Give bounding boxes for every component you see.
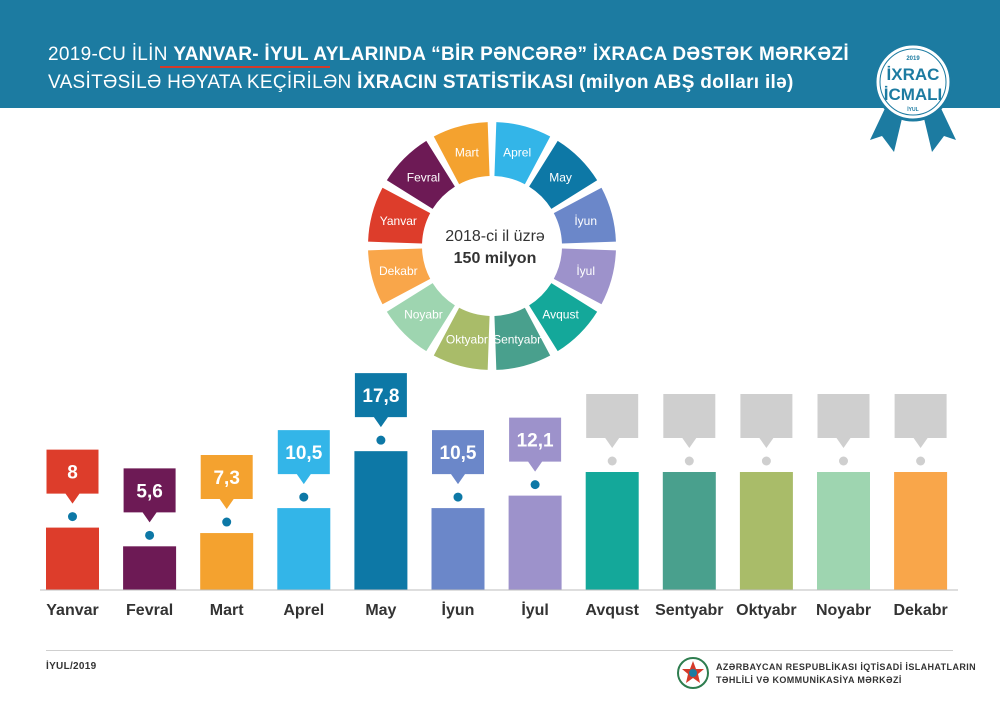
bar-dot-3 [222,517,232,527]
value-callout-11 [817,394,870,448]
category-label-7: İyul [521,601,549,619]
value-callout-7 [509,417,562,472]
value-callout-8 [586,394,639,448]
title-line-1-prefix: 2019-CU İLİN [48,44,174,65]
org-name-line-1: AZƏRBAYCAN RESPUBLİKASI İQTİSADİ İSLAHAT… [716,662,977,672]
category-label-6: İyun [442,601,475,619]
value-callout-5 [354,373,407,428]
value-label-1: 8 [67,463,78,484]
bar-dot-2 [145,530,155,540]
bar-dot-6 [453,492,463,502]
value-label-4: 10,5 [285,443,322,464]
emblem-icon [676,656,710,690]
org-name-line-2: TƏHLİLİ VƏ KOMMUNİKASİYA MƏRKƏZİ [716,675,902,685]
category-label-4: Aprel [283,602,324,619]
footer-date: İYUL/2019 [46,661,97,672]
bar-dot-5 [376,435,386,445]
bar-dot-9 [684,456,694,466]
bar-4 [277,508,331,590]
value-callout-10 [740,394,793,448]
bar-layer: 8 Yanvar 5,6 Fevral 7,3 Mart 10,5 Aprel 17,8 May 1… [46,373,948,619]
title-line-1-bold: YANVAR- İYUL AYLARINDA “BİR PƏNCƏRƏ” İXR… [173,44,849,65]
value-callout-6 [432,430,484,485]
value-callout-4 [277,430,330,485]
category-label-12: Dekabr [893,602,947,619]
bar-dot-4 [299,492,309,502]
header-banner [0,0,1000,108]
footer-divider [46,650,953,651]
page-title-line-2: VASİTƏSİLƏ HƏYATA KEÇİRİLƏN İXRACIN STAT… [48,72,794,94]
bar-6 [431,508,485,590]
page-title-line-1: 2019-CU İLİN YANVAR- İYUL AYLARINDA “BİR… [48,44,849,66]
badge-sub: İYUL [907,106,918,113]
badge-year: 2019 [906,56,920,62]
value-callout-9 [663,394,716,448]
bar-11 [817,472,870,590]
bar-dot-11 [839,456,848,466]
category-label-9: Sentyabr [655,602,723,619]
bar-dot-12 [916,456,926,466]
bar-12 [894,472,948,590]
bar-10 [739,472,793,590]
value-label-3: 7,3 [213,468,239,489]
bar-5 [354,451,408,590]
title-underline [160,66,330,68]
ixrac-icmali-badge-icon: 2019 İXRAC İCMALI İYUL [868,40,958,155]
value-callout-2 [123,468,176,523]
bar-dot-10 [761,456,771,466]
category-label-3: Mart [210,602,244,619]
bar-dot-7 [530,480,540,490]
value-callout-12 [894,394,947,448]
category-label-11: Noyabr [816,602,871,619]
bar-7 [508,495,562,590]
bar-3 [200,533,254,590]
bar-9 [662,472,716,590]
bar-dot-8 [607,456,617,466]
category-label-2: Fevral [126,602,173,619]
bar-1 [46,527,99,590]
value-label-2: 5,6 [136,481,162,502]
title-line-2-bold: İXRACIN STATİSTİKASI (milyon ABŞ dolları… [357,72,794,93]
bar-8 [585,472,639,590]
value-label-6: 10,5 [440,443,477,464]
value-label-7: 12,1 [517,431,554,452]
value-label-5: 17,8 [362,386,399,407]
category-label-1: Yanvar [46,602,98,619]
value-callout-1 [46,449,99,504]
category-label-10: Oktyabr [736,602,796,619]
bar-dot-1 [68,512,77,522]
category-label-8: Avqust [585,602,639,619]
badge-line-1: İXRAC [887,65,940,84]
badge-line-2: İCMALI [884,85,943,104]
value-callout-3 [200,455,253,510]
category-label-5: May [365,602,396,619]
title-line-2-prefix: VASİTƏSİLƏ HƏYATA KEÇİRİLƏN [48,72,358,93]
bar-2 [123,546,177,590]
